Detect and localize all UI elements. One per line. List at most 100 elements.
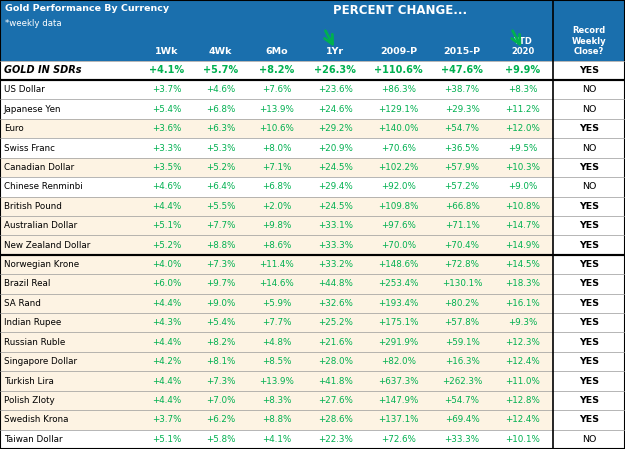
Text: +10.1%: +10.1% — [505, 435, 540, 444]
Text: 2009-P: 2009-P — [380, 47, 418, 56]
Text: +12.4%: +12.4% — [505, 357, 540, 366]
Text: +10.6%: +10.6% — [259, 124, 294, 133]
Text: YES: YES — [579, 338, 599, 347]
Bar — [0, 352, 552, 371]
Bar — [552, 61, 625, 80]
Text: +28.0%: +28.0% — [318, 357, 353, 366]
Text: Euro: Euro — [4, 124, 24, 133]
Text: 1Wk: 1Wk — [155, 47, 179, 56]
Bar — [552, 332, 625, 352]
Text: +57.8%: +57.8% — [444, 318, 479, 327]
Text: NO: NO — [582, 144, 596, 153]
Text: YES: YES — [579, 299, 599, 308]
Text: +29.3%: +29.3% — [444, 105, 479, 114]
Bar — [0, 99, 552, 119]
Text: +86.3%: +86.3% — [381, 85, 416, 94]
Text: +80.2%: +80.2% — [444, 299, 479, 308]
Text: +7.3%: +7.3% — [206, 260, 236, 269]
Text: +4.4%: +4.4% — [152, 299, 181, 308]
Text: +27.6%: +27.6% — [318, 396, 352, 405]
Text: Australian Dollar: Australian Dollar — [4, 221, 77, 230]
Text: British Pound: British Pound — [4, 202, 62, 211]
Text: +7.7%: +7.7% — [262, 318, 291, 327]
Text: +6.0%: +6.0% — [152, 279, 182, 288]
Text: +22.3%: +22.3% — [318, 435, 352, 444]
Text: NO: NO — [582, 105, 596, 114]
Text: +14.5%: +14.5% — [505, 260, 540, 269]
Text: +54.7%: +54.7% — [444, 124, 479, 133]
Text: +2.0%: +2.0% — [262, 202, 291, 211]
Text: +54.7%: +54.7% — [444, 396, 479, 405]
Text: +14.9%: +14.9% — [505, 241, 540, 250]
Text: +57.2%: +57.2% — [444, 182, 479, 191]
Text: +4.3%: +4.3% — [152, 318, 182, 327]
Bar — [552, 410, 625, 430]
Text: +6.3%: +6.3% — [206, 124, 236, 133]
Bar — [552, 235, 625, 255]
Bar — [0, 255, 552, 274]
Text: Chinese Renminbi: Chinese Renminbi — [4, 182, 82, 191]
Text: +9.0%: +9.0% — [508, 182, 538, 191]
Bar — [0, 119, 552, 138]
Text: +3.7%: +3.7% — [152, 415, 182, 424]
Text: +4.4%: +4.4% — [152, 338, 181, 347]
Text: +25.2%: +25.2% — [318, 318, 352, 327]
Text: +16.1%: +16.1% — [505, 299, 540, 308]
Text: +102.2%: +102.2% — [379, 163, 419, 172]
Text: +24.5%: +24.5% — [318, 163, 352, 172]
Bar — [0, 80, 552, 100]
Bar — [0, 216, 552, 235]
Text: +9.9%: +9.9% — [505, 65, 540, 75]
Text: +5.2%: +5.2% — [152, 241, 182, 250]
Text: +29.2%: +29.2% — [318, 124, 352, 133]
Text: 6Mo: 6Mo — [265, 47, 288, 56]
Text: +72.6%: +72.6% — [381, 435, 416, 444]
Text: +12.3%: +12.3% — [505, 338, 540, 347]
Text: +7.1%: +7.1% — [262, 163, 291, 172]
Bar — [0, 235, 552, 255]
Text: YES: YES — [579, 357, 599, 366]
Text: YES: YES — [579, 279, 599, 288]
Text: +8.3%: +8.3% — [508, 85, 538, 94]
Text: YES: YES — [579, 415, 599, 424]
Bar — [552, 274, 625, 294]
Bar — [0, 313, 552, 332]
Bar — [0, 371, 552, 391]
Bar — [0, 430, 552, 449]
Bar — [552, 371, 625, 391]
Text: +3.3%: +3.3% — [152, 144, 182, 153]
Text: +5.1%: +5.1% — [152, 435, 182, 444]
Text: +291.9%: +291.9% — [379, 338, 419, 347]
Text: +6.8%: +6.8% — [262, 182, 291, 191]
Text: +72.8%: +72.8% — [444, 260, 479, 269]
Text: +4.1%: +4.1% — [149, 65, 184, 75]
Text: +5.7%: +5.7% — [203, 65, 238, 75]
Text: +3.5%: +3.5% — [152, 163, 182, 172]
Text: +24.6%: +24.6% — [318, 105, 352, 114]
Bar — [0, 410, 552, 430]
Text: YES: YES — [579, 202, 599, 211]
Bar — [552, 119, 625, 138]
Text: *weekly data: *weekly data — [5, 19, 62, 28]
Bar — [0, 274, 552, 294]
Text: +33.2%: +33.2% — [318, 260, 353, 269]
Text: +4.4%: +4.4% — [152, 377, 181, 386]
Text: SA Rand: SA Rand — [4, 299, 41, 308]
Text: YTD
2020: YTD 2020 — [511, 37, 534, 56]
Text: +4.6%: +4.6% — [152, 182, 181, 191]
Text: +4.4%: +4.4% — [152, 202, 181, 211]
Text: +33.3%: +33.3% — [318, 241, 353, 250]
Text: NO: NO — [582, 182, 596, 191]
Text: +8.8%: +8.8% — [206, 241, 236, 250]
Text: YES: YES — [579, 124, 599, 133]
Text: +57.9%: +57.9% — [444, 163, 479, 172]
Text: Singapore Dollar: Singapore Dollar — [4, 357, 77, 366]
Text: +4.2%: +4.2% — [152, 357, 181, 366]
Bar — [552, 197, 625, 216]
Text: +10.3%: +10.3% — [505, 163, 540, 172]
Text: +29.4%: +29.4% — [318, 182, 352, 191]
Text: +137.1%: +137.1% — [379, 415, 419, 424]
Text: +11.4%: +11.4% — [259, 260, 294, 269]
Bar — [0, 197, 552, 216]
Text: +5.2%: +5.2% — [206, 163, 236, 172]
